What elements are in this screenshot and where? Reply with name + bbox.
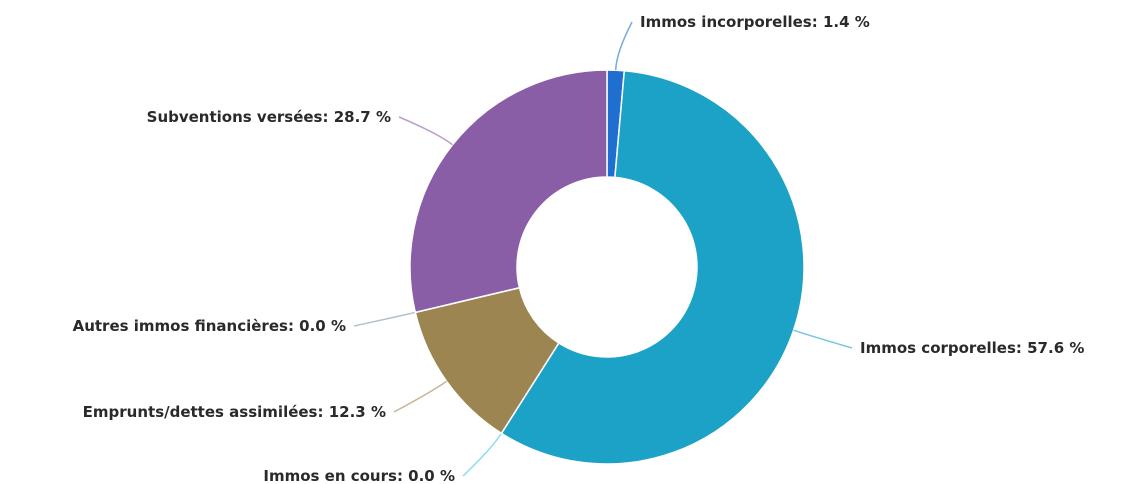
category-name: Immos en cours: [263, 467, 397, 484]
leader-line: [353, 311, 416, 327]
leader-line: [398, 116, 453, 146]
value-label: 12.3 %: [329, 403, 386, 421]
value-label: 57.6 %: [1027, 339, 1084, 357]
leader-line: [462, 432, 503, 477]
data-label: Subventions versées: 28.7 %: [147, 108, 391, 126]
slice: [409, 69, 608, 314]
data-label: Autres immos financières: 0.0 %: [73, 317, 346, 335]
separator: :: [812, 13, 823, 31]
data-label: Immos corporelles: 57.6 %: [860, 339, 1084, 357]
value-label: 0.0 %: [299, 317, 346, 335]
data-label: Immos en cours: 0.0 %: [263, 467, 455, 484]
leader-line: [793, 329, 853, 349]
separator: :: [1016, 339, 1027, 357]
category-name: Autres immos financières: [73, 317, 288, 335]
separator: :: [318, 403, 329, 421]
value-label: 1.4 %: [823, 13, 870, 31]
separator: :: [323, 108, 334, 126]
data-label: Emprunts/dettes assimilées: 12.3 %: [83, 403, 386, 421]
category-name: Emprunts/dettes assimilées: [83, 403, 318, 421]
leader-line: [614, 21, 633, 71]
value-label: 0.0 %: [408, 467, 455, 484]
separator: :: [288, 317, 299, 335]
category-name: Immos corporelles: [860, 339, 1016, 357]
data-label: Immos incorporelles: 1.4 %: [640, 13, 870, 31]
slice: [500, 69, 805, 465]
leader-line: [393, 380, 447, 413]
slice: [414, 286, 560, 435]
separator: :: [397, 467, 408, 484]
value-label: 28.7 %: [334, 108, 391, 126]
category-name: Immos incorporelles: [640, 13, 812, 31]
category-name: Subventions versées: [147, 108, 323, 126]
